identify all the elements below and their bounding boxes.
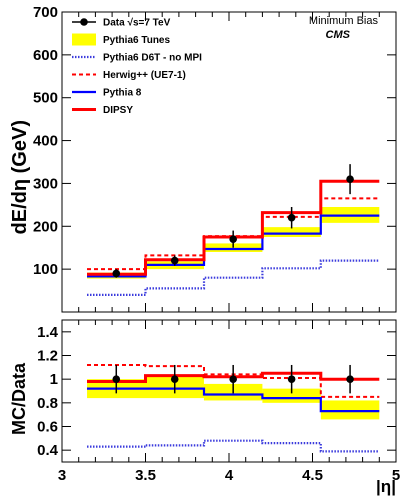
x-tick-label: 3 <box>58 467 66 484</box>
cms-label: CMS <box>326 29 351 41</box>
x-tick-label: 5 <box>392 467 400 484</box>
band-bin-3 <box>262 227 321 237</box>
series-2-step-line <box>87 387 380 413</box>
data-point-1 <box>170 256 179 265</box>
y-tick-label: 300 <box>33 175 58 192</box>
main-panel: 100 200 300 400 500 600 700 dE/dη (GeV) Minimu… <box>9 4 397 313</box>
legend-entry-label: Pythia6 Tunes <box>103 35 170 46</box>
x-tick-label: 4.5 <box>302 467 323 484</box>
y-tick-label: 0.4 <box>37 442 59 459</box>
legend-entry-label: Pythia 8 <box>103 88 142 99</box>
legend-data-marker <box>80 18 88 26</box>
y-tick-label: 1.4 <box>37 324 59 341</box>
y-tick-label: 0.8 <box>37 395 58 412</box>
ratio-y-axis-title: MC/Data <box>9 362 29 435</box>
legend-band-swatch <box>72 33 96 46</box>
data-point-4 <box>346 175 354 183</box>
minimum-bias-label: Minimum Bias <box>309 15 379 27</box>
y-tick-label: 700 <box>33 4 58 21</box>
legend-entry-label: Pythia6 D6T - no MPI <box>103 53 202 64</box>
x-tick-label: 4 <box>225 467 234 484</box>
data-point-4 <box>346 375 354 383</box>
data-point-0 <box>112 269 121 278</box>
band-bin-2 <box>203 243 263 252</box>
series-0-step-line <box>87 439 380 453</box>
legend-entry-label: Data √s=7 TeV <box>103 18 171 29</box>
data-point-3 <box>287 375 296 383</box>
band-bin-4 <box>320 400 380 420</box>
legend: Data √s=7 TeV Pythia6 Tunes Pythia6 D6T - … <box>72 18 202 116</box>
data-point-2 <box>229 235 237 243</box>
x-tick-label: 3.5 <box>135 467 156 484</box>
legend-entry-label: DIPSY <box>103 105 133 116</box>
y-tick-label: 400 <box>33 133 58 150</box>
y-tick-label: 100 <box>33 261 58 278</box>
series-0-step-line <box>87 259 380 296</box>
y-tick-label: 600 <box>33 47 58 64</box>
band-bin-3 <box>262 388 321 403</box>
main-y-axis-title: dE/dη (GeV) <box>9 120 31 234</box>
legend-entry-label: Herwig++ (UE7-1) <box>103 70 186 81</box>
data-point-2 <box>229 375 237 383</box>
x-axis-title: |η| <box>376 477 396 496</box>
y-tick-label: 0.6 <box>37 419 58 436</box>
y-tick-label: 200 <box>33 218 58 235</box>
data-point-1 <box>170 375 179 383</box>
data-point-3 <box>287 213 296 222</box>
ratio-panel: 0.4 0.6 0.8 1 1.2 1.4 3 3.5 4 4.5 5 MC/Data |η| <box>9 319 400 496</box>
data-point-0 <box>112 375 121 383</box>
y-tick-label: 1 <box>50 371 58 388</box>
y-tick-label: 1.2 <box>37 348 58 365</box>
y-tick-label: 500 <box>33 90 58 107</box>
